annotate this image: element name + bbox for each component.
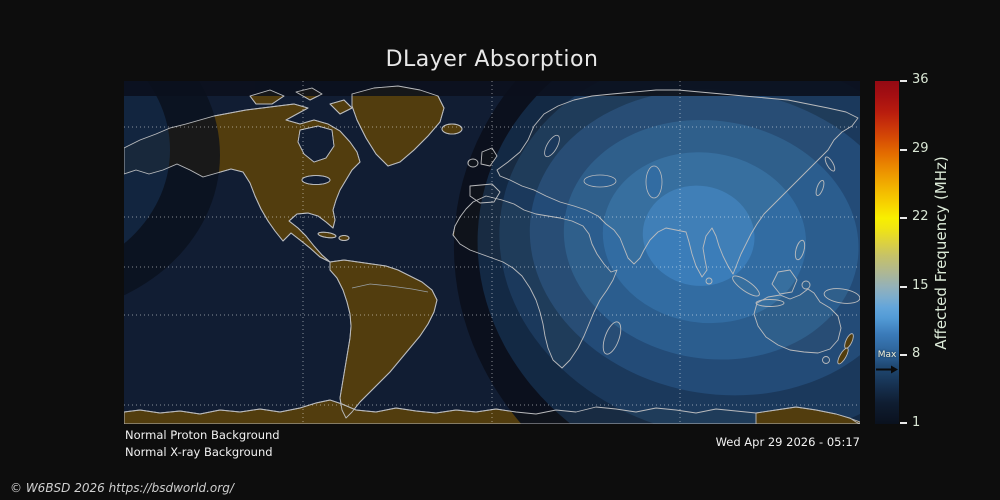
graticule: [124, 81, 860, 424]
max-marker-label: Max: [877, 350, 897, 360]
proton-status-text: Normal Proton Background: [125, 428, 280, 442]
amazon-river-line: [351, 283, 429, 293]
timestamp: Wed Apr 29 2026 - 05:17: [715, 435, 860, 449]
page-title: DLayer Absorption: [385, 47, 599, 72]
contour-wrap-inner: [124, 81, 170, 244]
colorbar-tick-label: 15: [912, 277, 929, 293]
landmass-new-zealand-south: [837, 347, 849, 365]
colorbar-tick-label: 22: [912, 209, 929, 225]
colorbar-tick: [900, 217, 907, 220]
copyright: © W6BSD 2026 https://bsdworld.org/: [10, 481, 234, 495]
contour-polar-band: [124, 81, 860, 96]
max-marker-arrow-icon: [876, 365, 898, 374]
colorbar-axis-label: Affected Frequency (MHz): [932, 156, 950, 350]
contour-level-7: [642, 185, 755, 286]
colorbar-tick-label: 1: [912, 415, 921, 430]
colorbar-tick: [900, 422, 907, 424]
xray-status-text: Normal X-ray Background: [125, 444, 273, 459]
background-status: Normal Proton Background Normal X-ray Ba…: [125, 427, 280, 460]
colorbar-tick: [900, 285, 907, 288]
colorbar-tick-label: 36: [912, 72, 929, 87]
colorbar: 36 29 22 15 8 1 Max: [875, 72, 929, 430]
colorbar-tick-label: 8: [912, 346, 921, 362]
colorbar-tick: [900, 354, 907, 357]
colorbar-tick: [900, 148, 907, 151]
colorbar-gradient: [875, 81, 899, 424]
colorbar-tick-label: 29: [912, 140, 929, 156]
colorbar-tick: [900, 80, 907, 82]
night-land-overlay: [755, 333, 860, 424]
